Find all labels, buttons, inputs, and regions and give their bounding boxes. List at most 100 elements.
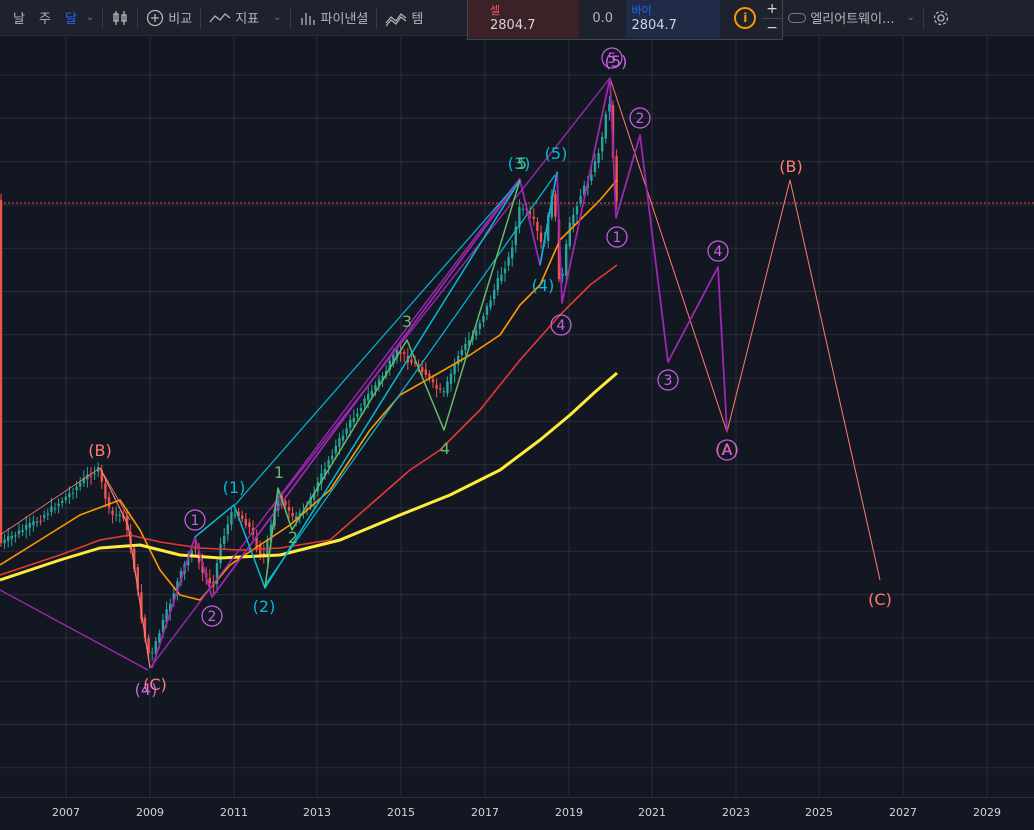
settings-button[interactable] [924,0,958,36]
candle-body [489,300,492,308]
candle-body [370,390,373,395]
candle-body [503,268,507,274]
wave-label-ring [629,107,651,129]
layout-selector[interactable]: 엘리어트웨이... ⌄ [780,0,923,36]
candle-body [169,603,172,613]
candle-body [215,562,219,584]
candle-body [176,581,179,593]
interval-month[interactable]: 달 [64,12,77,27]
toolbar-divider [137,6,139,29]
candle-body [143,617,147,638]
chevron-down-icon[interactable]: ⌄ [906,12,915,23]
candle-body [43,515,46,518]
minus-icon[interactable]: − [762,18,782,37]
sell-button[interactable]: 셀 2804.7 [468,0,579,38]
sell-label: 셀 [490,4,501,17]
candle-body [111,510,114,515]
time-axis-label: 2009 [136,806,164,819]
candle-body [3,539,6,544]
candle-body [154,641,157,654]
wave-label: 3 [402,312,412,331]
price-chart[interactable]: (B) (C) (A) (B) (C) 1 2 1 4 5 2 4 3 A (4) (5) (1) (2) (3) (… [0,37,1034,797]
compare-label: 비교 [168,12,193,27]
candle-body [507,256,510,266]
candle-body [331,455,334,460]
candle-body [39,520,42,522]
candles-icon [113,10,127,25]
candle-body [435,384,438,389]
candle-body [320,473,323,484]
time-axis-label: 2007 [52,806,80,819]
indicators-label: 지표 [235,12,260,27]
candle-body [133,548,136,569]
wave-label: 2 [288,528,298,547]
candle-body [100,470,103,482]
candle-body [363,398,366,406]
candle-body [514,226,517,245]
candle-body [327,459,330,468]
wave-label: (4) [135,680,158,699]
financials-button[interactable]: 파이낸셜 [291,0,377,36]
candle-body [158,633,161,644]
candle-body [57,503,60,506]
candle-body [467,340,471,346]
candle-body [75,486,78,491]
moving-average-yellow [0,371,618,582]
compare-button[interactable]: 비교 [138,0,200,36]
wave-label: (1) [223,478,246,497]
candle-body [475,330,478,336]
chevron-down-icon[interactable]: ⌄ [273,12,282,23]
interval-week[interactable]: 주 [38,12,51,27]
chart-type-button[interactable] [103,0,137,36]
channel-line-cyan [234,179,521,506]
candle-body [381,376,384,381]
moving-average-orange [0,179,618,601]
wave-label: 5 [517,154,527,173]
candle-body [7,536,10,541]
candle-body [554,194,557,217]
candle-body [64,496,67,500]
buy-button[interactable]: 바이 2804.7 [626,0,721,38]
candle-body [233,514,237,516]
wave-label: (4) [532,276,555,295]
time-axis[interactable]: 2007 2009 2011 2013 2015 2017 2019 2021 2023 2025… [0,797,1034,830]
candle-body [561,273,564,277]
indicators-button[interactable]: 지표 ⌄ [201,0,289,36]
candle-body [521,208,525,210]
candle-body [323,468,327,476]
candle-body [341,435,345,441]
time-axis-label: 2023 [722,806,750,819]
interval-day[interactable]: 날 [13,12,25,27]
chevron-down-icon[interactable]: ⌄ [85,12,95,23]
candle-body [478,323,481,329]
candle-body [583,185,586,196]
wave-path-salmon [609,77,881,581]
candle-body [241,515,244,520]
bar-chart-icon [300,12,315,25]
templates-button[interactable]: 템 [377,0,431,36]
candle-body [104,483,107,499]
candle-body [575,206,579,215]
wave-label: (3) [508,154,531,173]
toolbar-divider [289,6,291,29]
wave-label-ring [201,605,223,627]
wave-label: 3 [664,373,673,389]
candle-body [410,359,413,363]
plus-icon[interactable]: + [766,1,778,17]
toolbar-divider [376,6,378,29]
spread-value: 0.0 [592,11,614,26]
info-icon[interactable]: i [734,7,757,29]
candle-body [115,514,118,516]
candle-body [194,548,197,550]
candle-body [17,530,21,535]
time-axis-label: 2027 [889,806,917,819]
candle-body [413,362,417,364]
candle-body [82,477,85,483]
chart-area[interactable]: (B) (C) (A) (B) (C) 1 2 1 4 5 2 4 3 A (4) (5) (1) (2) (3) (… [0,37,1034,797]
candle-body [399,352,402,354]
interval-selector[interactable]: 날 주 달 ⌄ [0,0,102,36]
candle-body [230,512,233,525]
time-axis-label: 2019 [555,806,583,819]
wave-path-salmon [99,467,151,669]
candle-body [219,544,222,564]
